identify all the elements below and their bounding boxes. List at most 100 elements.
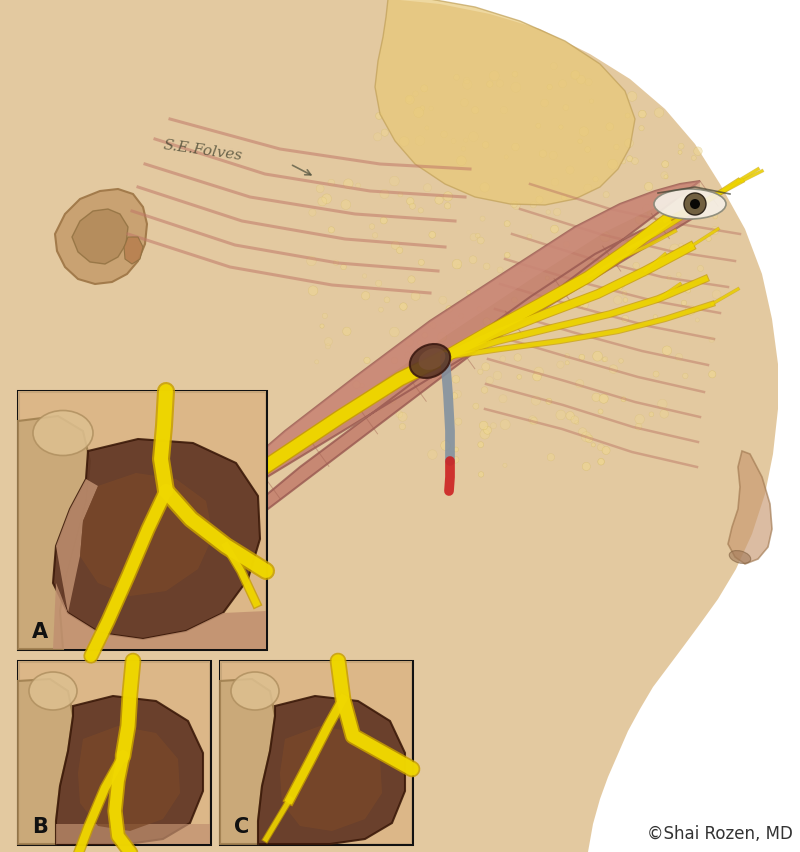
Circle shape: [380, 218, 387, 225]
Circle shape: [512, 144, 519, 152]
Circle shape: [662, 347, 672, 356]
Circle shape: [405, 96, 414, 105]
Circle shape: [482, 388, 488, 394]
Circle shape: [496, 81, 503, 88]
Circle shape: [556, 411, 566, 420]
Circle shape: [529, 320, 534, 325]
Circle shape: [390, 328, 399, 337]
Circle shape: [580, 288, 584, 292]
Circle shape: [397, 248, 403, 254]
Ellipse shape: [654, 190, 726, 220]
Circle shape: [518, 337, 522, 342]
Polygon shape: [78, 726, 180, 831]
Circle shape: [547, 454, 554, 462]
Circle shape: [641, 267, 651, 277]
Circle shape: [455, 418, 462, 426]
Circle shape: [482, 363, 490, 371]
Circle shape: [478, 442, 484, 448]
Circle shape: [598, 459, 604, 466]
Circle shape: [326, 344, 330, 349]
Circle shape: [600, 233, 610, 242]
Circle shape: [570, 72, 579, 80]
Circle shape: [614, 296, 622, 305]
Circle shape: [701, 199, 710, 208]
Circle shape: [471, 107, 478, 115]
Circle shape: [406, 199, 414, 205]
Circle shape: [512, 298, 518, 303]
Circle shape: [364, 358, 370, 364]
Circle shape: [451, 140, 456, 145]
Circle shape: [377, 405, 383, 411]
Circle shape: [621, 159, 626, 164]
Circle shape: [579, 128, 589, 137]
Polygon shape: [728, 452, 772, 564]
Circle shape: [685, 288, 690, 294]
Circle shape: [423, 185, 431, 193]
Circle shape: [390, 177, 399, 187]
Polygon shape: [152, 181, 700, 597]
Circle shape: [500, 420, 510, 430]
Text: ©Shai Rozen, MD: ©Shai Rozen, MD: [647, 824, 793, 842]
Circle shape: [635, 415, 645, 424]
Circle shape: [454, 447, 458, 452]
Circle shape: [479, 422, 488, 430]
Circle shape: [684, 193, 706, 216]
Circle shape: [457, 265, 461, 269]
Circle shape: [598, 257, 602, 262]
Circle shape: [642, 205, 651, 214]
Circle shape: [408, 277, 415, 284]
Circle shape: [622, 291, 627, 296]
Circle shape: [400, 303, 407, 311]
Circle shape: [670, 245, 680, 255]
Circle shape: [437, 347, 444, 354]
Circle shape: [625, 114, 630, 119]
Circle shape: [490, 72, 499, 82]
Circle shape: [469, 133, 478, 142]
Circle shape: [430, 323, 436, 329]
Circle shape: [565, 354, 570, 359]
Ellipse shape: [33, 411, 93, 456]
Circle shape: [706, 237, 711, 242]
Circle shape: [414, 108, 424, 118]
Circle shape: [425, 127, 429, 131]
Circle shape: [457, 157, 466, 166]
Circle shape: [413, 92, 418, 97]
Bar: [18, 392, 266, 649]
Circle shape: [500, 356, 506, 362]
Circle shape: [415, 136, 425, 147]
Ellipse shape: [730, 551, 750, 564]
Circle shape: [614, 145, 619, 151]
Circle shape: [318, 198, 327, 207]
Circle shape: [578, 429, 586, 436]
Circle shape: [328, 180, 334, 187]
Circle shape: [463, 347, 471, 355]
Circle shape: [593, 177, 598, 182]
Circle shape: [399, 137, 409, 147]
Circle shape: [382, 395, 387, 400]
Circle shape: [474, 332, 483, 343]
Circle shape: [678, 151, 682, 155]
Text: C: C: [234, 816, 250, 836]
Circle shape: [639, 126, 644, 132]
Circle shape: [633, 263, 639, 269]
Circle shape: [470, 234, 478, 242]
Circle shape: [376, 113, 382, 120]
Circle shape: [429, 233, 436, 239]
Circle shape: [623, 298, 628, 303]
Circle shape: [443, 193, 453, 202]
Circle shape: [480, 217, 485, 222]
Circle shape: [512, 203, 520, 210]
Polygon shape: [80, 474, 213, 596]
Circle shape: [664, 176, 668, 180]
Circle shape: [563, 242, 570, 249]
Circle shape: [662, 162, 669, 169]
Circle shape: [441, 132, 447, 139]
Circle shape: [478, 370, 483, 375]
Circle shape: [382, 130, 389, 137]
Ellipse shape: [29, 672, 77, 711]
Circle shape: [549, 152, 558, 160]
Circle shape: [677, 273, 681, 278]
Circle shape: [483, 264, 490, 270]
Circle shape: [438, 333, 446, 342]
Circle shape: [334, 261, 338, 266]
